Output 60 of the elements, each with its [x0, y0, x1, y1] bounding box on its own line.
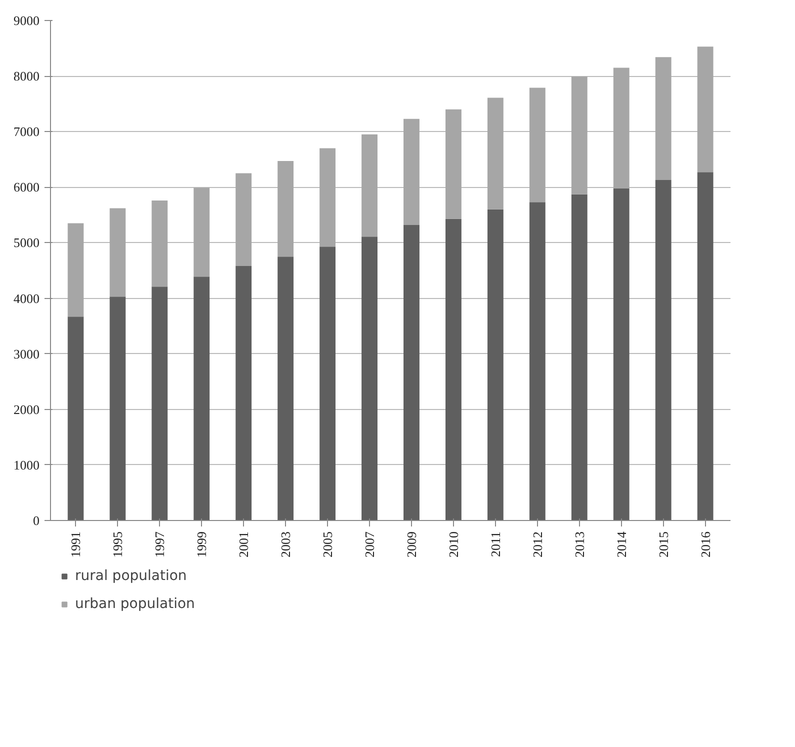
x-tick-label: 2015: [656, 532, 671, 558]
y-tick-label: 7000: [14, 124, 40, 140]
bar: [445, 218, 462, 520]
bar: [110, 208, 126, 297]
y-tick-label: 4000: [14, 290, 40, 306]
bar: [404, 224, 420, 520]
bar: [655, 180, 672, 520]
bar: [613, 188, 630, 520]
bar: [404, 118, 420, 225]
bar: [445, 109, 462, 219]
bar: [152, 200, 168, 287]
bar: [571, 194, 588, 520]
x-tick-label: 2005: [320, 532, 336, 558]
y-tick-label: 2000: [14, 402, 40, 417]
bar: [110, 296, 126, 520]
y-tick-label: 3000: [14, 346, 40, 362]
bar: [320, 148, 336, 247]
x-tick-label: 2013: [572, 532, 587, 558]
x-tick-label: 1999: [194, 532, 210, 558]
legend-label: rural population: [75, 568, 187, 584]
bar: [194, 188, 210, 277]
bar: [278, 256, 294, 520]
bar: [487, 98, 504, 210]
bar: [697, 172, 714, 520]
x-tick-label: 2010: [446, 532, 461, 558]
y-tick-label: 1000: [14, 457, 40, 472]
bar: [571, 76, 588, 194]
bar: [655, 57, 672, 180]
x-tick-label: 2009: [404, 532, 419, 558]
bar: [68, 316, 84, 520]
x-tick-label: 2001: [236, 532, 252, 558]
bar: [362, 134, 378, 237]
x-tick-label: 2012: [530, 532, 545, 558]
bar: [236, 266, 252, 520]
legend-label: urban population: [75, 596, 195, 612]
x-tick-label: 1991: [68, 532, 84, 558]
bar: [362, 236, 378, 520]
bar: [697, 46, 714, 172]
y-tick-label: 6000: [14, 180, 40, 195]
bar: [236, 173, 252, 266]
bar: [613, 68, 630, 188]
bar: [487, 209, 504, 520]
y-tick-label: 9000: [14, 13, 40, 28]
bar: [152, 286, 168, 520]
bar: [320, 246, 336, 520]
bar: [529, 202, 546, 520]
x-tick-label: 1997: [152, 531, 168, 558]
bar: [278, 161, 294, 257]
bar: [529, 88, 546, 202]
bar: [194, 276, 210, 520]
x-tick-label: 2016: [698, 531, 713, 558]
y-tick-label: 0: [33, 513, 40, 528]
x-tick-label: 1995: [110, 532, 126, 558]
y-tick-label: 8000: [14, 68, 40, 84]
bar: [68, 223, 84, 317]
x-tick-label: 2011: [488, 531, 503, 558]
x-tick-label: 2007: [362, 531, 378, 558]
x-tick-label: 2003: [278, 532, 294, 558]
x-tick-label: 2014: [614, 531, 629, 558]
y-tick-label: 5000: [14, 235, 40, 250]
